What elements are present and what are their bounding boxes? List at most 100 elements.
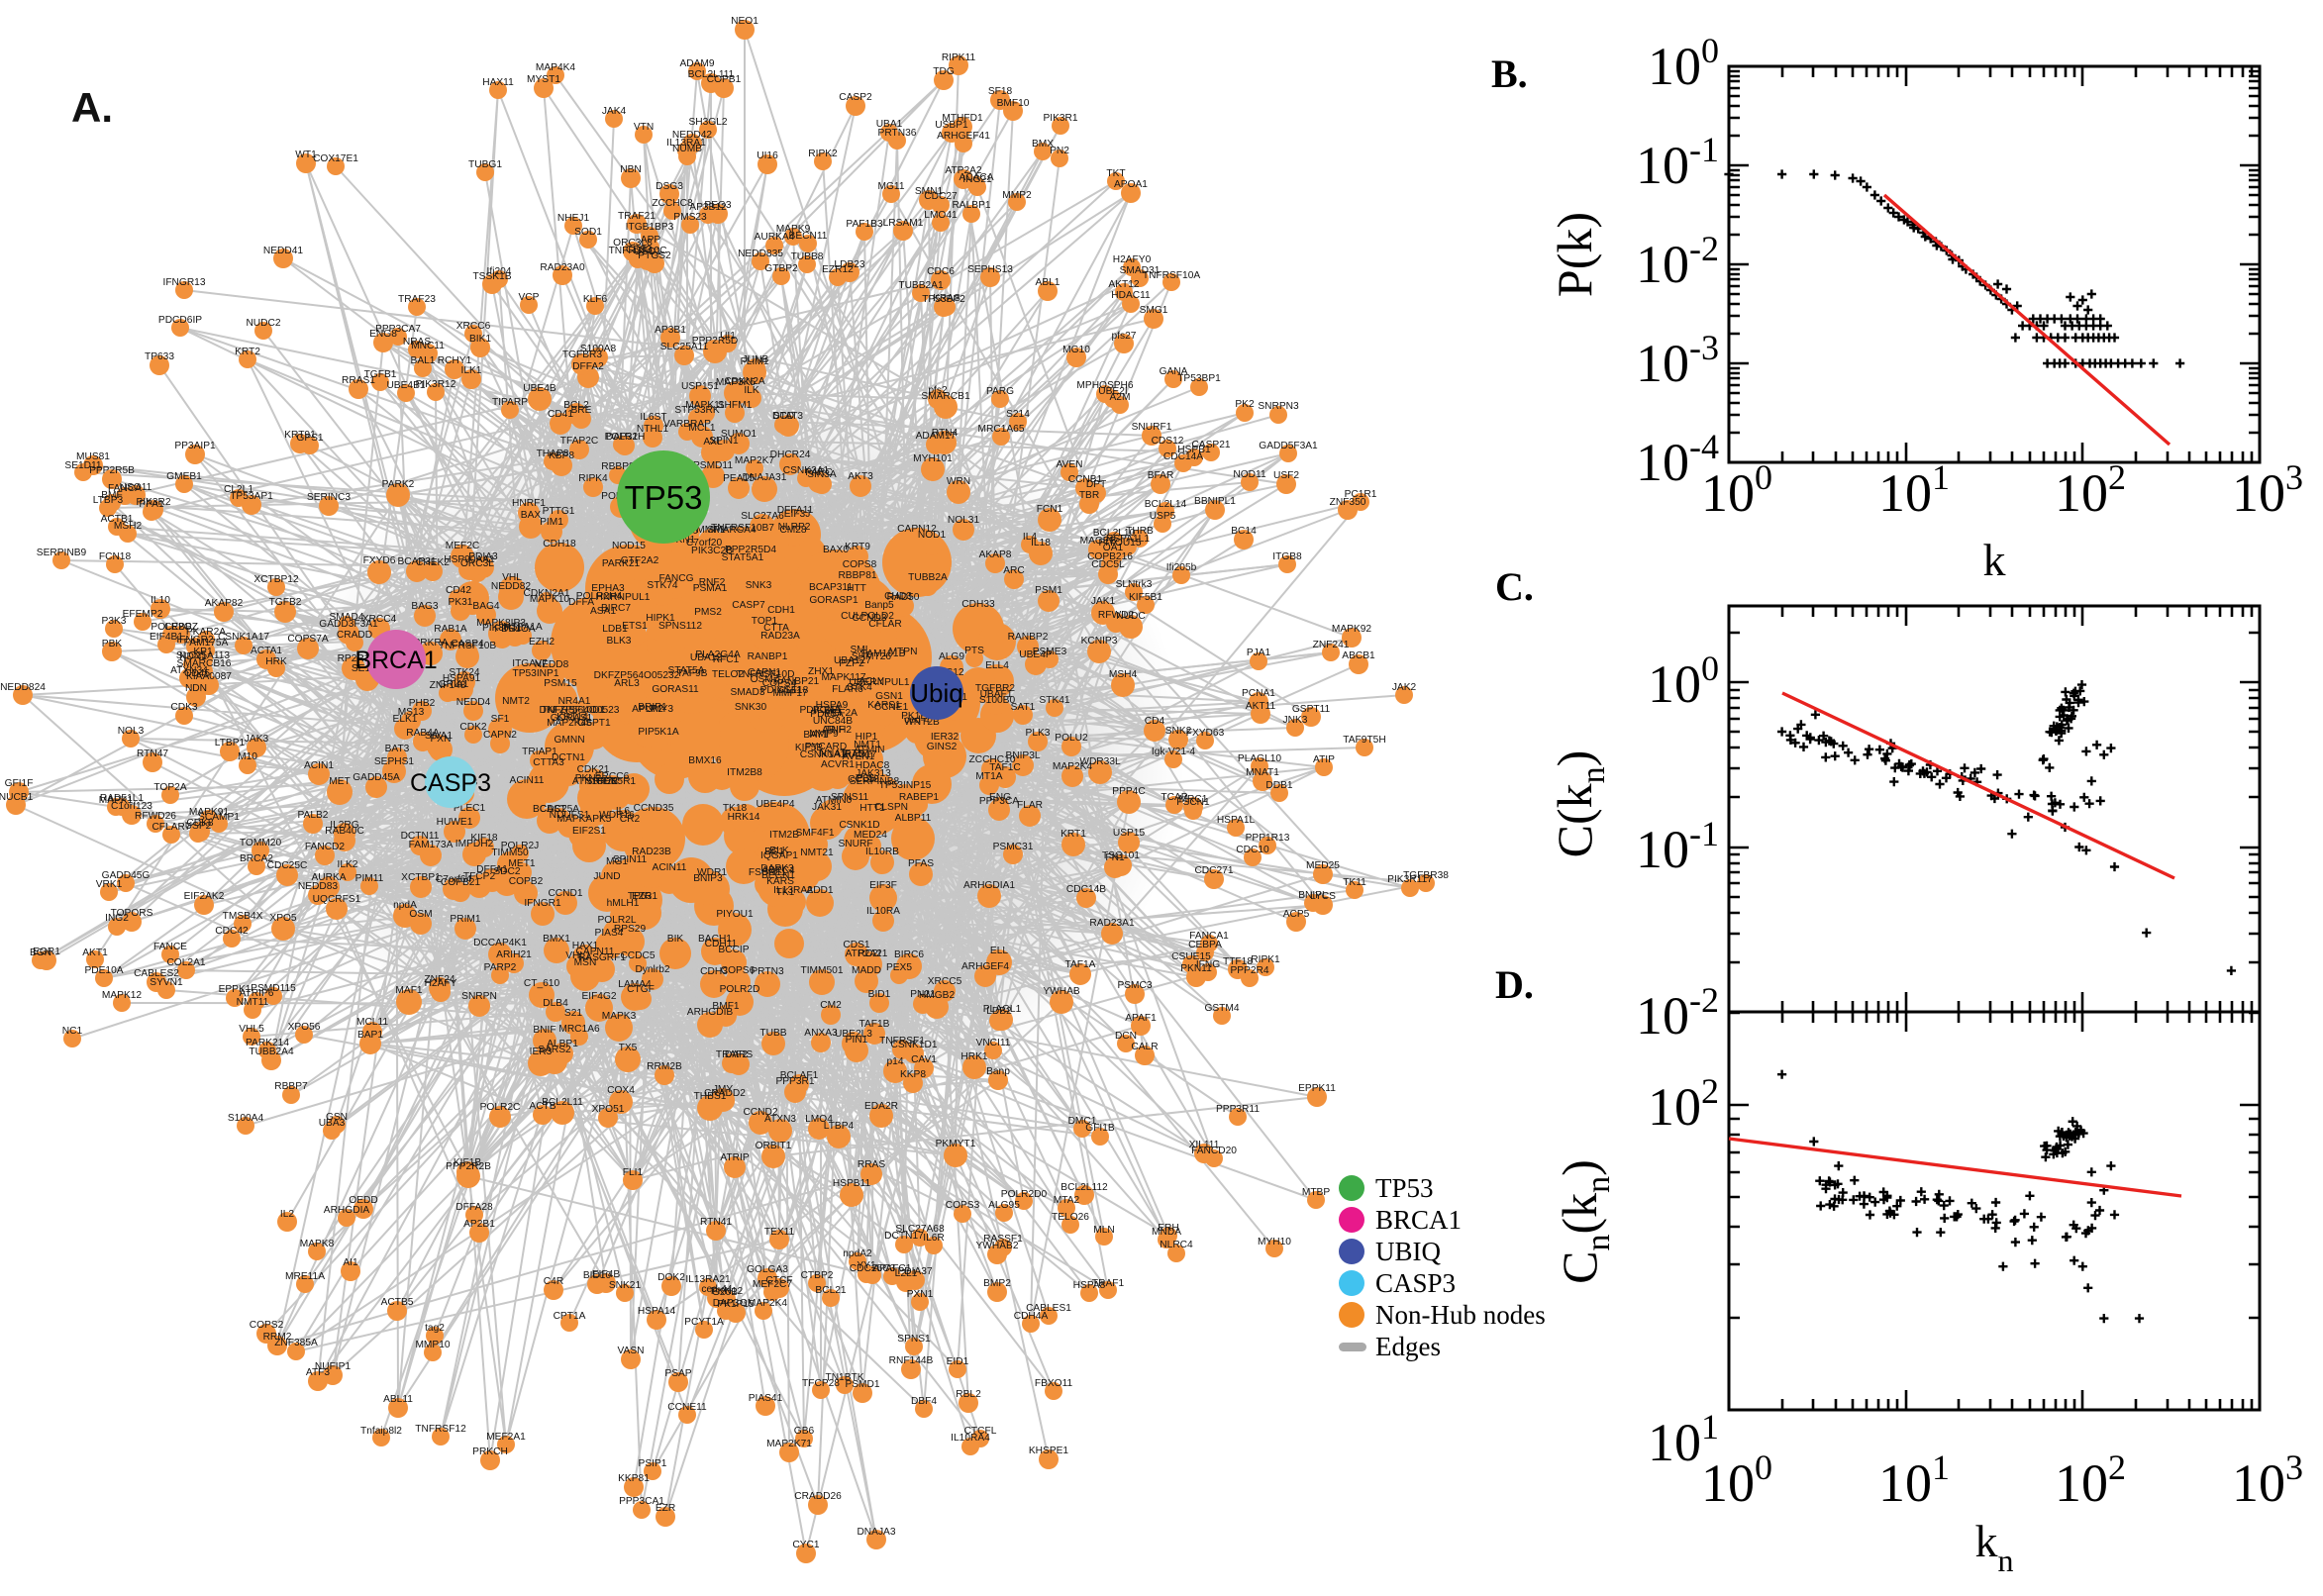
svg-text:Dynlrb2: Dynlrb2 bbox=[635, 964, 669, 975]
svg-text:TGFB1: TGFB1 bbox=[364, 369, 397, 380]
svg-text:FSCN11: FSCN11 bbox=[749, 867, 787, 878]
svg-text:TAF1A: TAF1A bbox=[1065, 959, 1096, 970]
svg-text:PKMYT1: PKMYT1 bbox=[936, 1139, 976, 1149]
svg-text:TELO26: TELO26 bbox=[1052, 1212, 1089, 1223]
svg-text:MG1: MG1 bbox=[606, 856, 628, 867]
svg-text:SOD1: SOD1 bbox=[574, 227, 602, 238]
svg-text:RIPK2: RIPK2 bbox=[808, 149, 838, 159]
svg-text:DDB1: DDB1 bbox=[1265, 780, 1293, 791]
svg-text:C.: C. bbox=[1495, 564, 1534, 609]
svg-text:PJA1: PJA1 bbox=[1247, 648, 1271, 658]
svg-text:LRSAM1: LRSAM1 bbox=[883, 218, 924, 229]
svg-text:BMF1: BMF1 bbox=[712, 1001, 740, 1012]
svg-text:BMX1: BMX1 bbox=[543, 934, 570, 945]
svg-text:CEBPZ: CEBPZ bbox=[164, 622, 198, 633]
svg-text:ATXN3: ATXN3 bbox=[764, 1114, 796, 1125]
svg-text:WDR16: WDR16 bbox=[599, 810, 635, 821]
svg-text:GADD5F3A1: GADD5F3A1 bbox=[1259, 441, 1318, 451]
svg-text:C7orf20: C7orf20 bbox=[686, 538, 723, 549]
svg-text:EIF4B1: EIF4B1 bbox=[150, 632, 183, 643]
svg-text:UBIQ: UBIQ bbox=[1375, 1237, 1441, 1266]
svg-text:BMF10: BMF10 bbox=[997, 98, 1030, 109]
svg-text:TDG: TDG bbox=[933, 66, 955, 77]
svg-text:FANCA: FANCA bbox=[108, 483, 142, 494]
svg-text:PDE5A: PDE5A bbox=[810, 709, 844, 720]
svg-text:ALG95: ALG95 bbox=[988, 1200, 1020, 1211]
svg-text:COPS2: COPS2 bbox=[250, 1320, 284, 1331]
svg-text:WDR33L: WDR33L bbox=[1079, 756, 1121, 767]
svg-text:DCD: DCD bbox=[772, 411, 794, 422]
svg-text:TKT: TKT bbox=[1106, 168, 1125, 179]
svg-text:MNDA: MNDA bbox=[1152, 1227, 1181, 1238]
svg-text:CFLAR7: CFLAR7 bbox=[152, 822, 190, 833]
svg-text:ATP2A21: ATP2A21 bbox=[846, 948, 888, 959]
svg-text:MNC11: MNC11 bbox=[411, 341, 445, 351]
svg-text:FAM173A: FAM173A bbox=[409, 840, 454, 850]
svg-text:COPS4: COPS4 bbox=[762, 678, 797, 689]
svg-text:MRE11A: MRE11A bbox=[285, 1271, 325, 1282]
svg-text:CDS1: CDS1 bbox=[843, 940, 870, 950]
svg-text:S100A4: S100A4 bbox=[228, 1113, 264, 1124]
svg-text:RNF2: RNF2 bbox=[699, 577, 726, 588]
svg-text:TP53BP2: TP53BP2 bbox=[922, 294, 965, 305]
svg-text:BC14: BC14 bbox=[1231, 526, 1257, 537]
svg-text:ARHGEF4: ARHGEF4 bbox=[961, 961, 1009, 972]
svg-text:IL18: IL18 bbox=[1031, 538, 1051, 549]
svg-text:DAP3: DAP3 bbox=[713, 1298, 740, 1309]
svg-text:RAB1A: RAB1A bbox=[434, 624, 467, 635]
svg-text:MTBP: MTBP bbox=[1302, 1187, 1331, 1198]
svg-text:CULPOLD2: CULPOLD2 bbox=[841, 611, 894, 622]
svg-text:TNFRSF10D1: TNFRSF10D1 bbox=[542, 705, 606, 716]
svg-text:SNK3: SNK3 bbox=[746, 580, 772, 591]
svg-text:RTN41: RTN41 bbox=[700, 1217, 732, 1228]
svg-text:GMAP2K4: GMAP2K4 bbox=[740, 1298, 787, 1309]
svg-text:CASP7: CASP7 bbox=[732, 600, 765, 611]
svg-text:PDIA3: PDIA3 bbox=[468, 551, 498, 562]
svg-text:STK41: STK41 bbox=[1039, 695, 1069, 706]
svg-text:SF1: SF1 bbox=[491, 714, 510, 725]
svg-text:PTGS2: PTGS2 bbox=[638, 250, 671, 261]
svg-text:NOD1: NOD1 bbox=[918, 530, 947, 541]
svg-text:TGFB2: TGFB2 bbox=[269, 597, 302, 608]
svg-text:XIL11: XIL11 bbox=[776, 685, 802, 696]
svg-text:TRAF23: TRAF23 bbox=[398, 294, 436, 305]
svg-text:STAT5A1: STAT5A1 bbox=[722, 552, 764, 563]
svg-text:ACIN11: ACIN11 bbox=[510, 775, 545, 786]
svg-text:RAB40C: RAB40C bbox=[325, 826, 364, 837]
svg-text:EIF3J: EIF3J bbox=[784, 509, 811, 520]
svg-text:JAK4: JAK4 bbox=[602, 106, 627, 117]
svg-text:ZNF241: ZNF241 bbox=[1313, 640, 1350, 650]
svg-text:TGFBR2: TGFBR2 bbox=[975, 683, 1016, 694]
svg-text:MEF2A: MEF2A bbox=[824, 708, 858, 719]
svg-text:MAPK92: MAPK92 bbox=[1332, 624, 1372, 635]
svg-text:CDH3: CDH3 bbox=[700, 966, 728, 977]
svg-text:PSMC31: PSMC31 bbox=[993, 842, 1034, 852]
svg-text:ENG8: ENG8 bbox=[369, 329, 397, 340]
svg-text:KRT9: KRT9 bbox=[845, 542, 870, 552]
svg-text:TIPARP: TIPARP bbox=[492, 397, 528, 408]
svg-text:BRIP1: BRIP1 bbox=[638, 702, 667, 713]
svg-text:LDB2: LDB2 bbox=[986, 1006, 1012, 1017]
svg-text:ELL: ELL bbox=[990, 946, 1008, 956]
svg-text:VNCI11: VNCI11 bbox=[976, 1038, 1011, 1048]
svg-text:ZNF24: ZNF24 bbox=[424, 974, 454, 985]
svg-text:CFLAR: CFLAR bbox=[868, 619, 901, 630]
svg-text:PPP3R1: PPP3R1 bbox=[775, 1076, 814, 1087]
svg-text:COPB216: COPB216 bbox=[1087, 551, 1133, 562]
svg-text:GINS2: GINS2 bbox=[927, 742, 958, 752]
svg-text:ORBIT1: ORBIT1 bbox=[756, 1141, 792, 1151]
svg-text:PDIA37: PDIA37 bbox=[897, 1266, 932, 1277]
svg-text:CTTA: CTTA bbox=[763, 623, 789, 634]
svg-text:BNIPL: BNIPL bbox=[1298, 890, 1328, 901]
svg-text:ARC: ARC bbox=[1003, 565, 1025, 576]
svg-text:TFCP28: TFCP28 bbox=[802, 1378, 840, 1389]
svg-text:CDH11: CDH11 bbox=[705, 939, 738, 949]
svg-text:HSP90AA1: HSP90AA1 bbox=[444, 554, 495, 565]
svg-text:SNK21: SNK21 bbox=[609, 1280, 642, 1291]
svg-text:TUBB8: TUBB8 bbox=[791, 251, 824, 262]
svg-text:BLK: BLK bbox=[769, 846, 788, 856]
svg-text:FANCE: FANCE bbox=[153, 942, 187, 952]
svg-text:MTPN: MTPN bbox=[889, 647, 918, 657]
svg-text:p14: p14 bbox=[887, 1056, 904, 1067]
svg-text:ACTB5: ACTB5 bbox=[381, 1297, 414, 1308]
